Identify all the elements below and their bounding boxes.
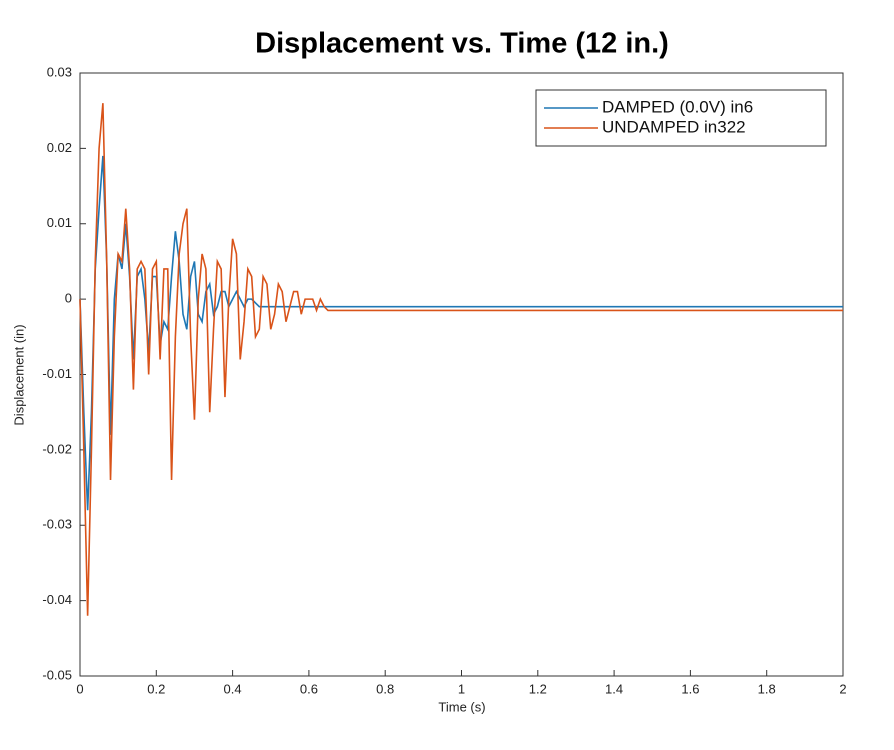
y-tick-label: -0.04 [42, 592, 72, 607]
legend-box [535, 89, 827, 147]
y-tick-label: 0.02 [47, 140, 72, 155]
x-tick-label: 0.2 [147, 681, 165, 696]
x-tick-label: 0 [76, 681, 83, 696]
x-tick-label: 2 [839, 681, 846, 696]
y-tick-label: 0.01 [47, 215, 72, 230]
y-axis-label: Displacement (in) [11, 324, 26, 425]
x-tick-label: 0.8 [376, 681, 394, 696]
y-tick-label: -0.01 [42, 366, 72, 381]
data-line [79, 103, 843, 616]
y-tick-label: 0.03 [47, 64, 72, 79]
x-tick-label: 0.4 [224, 681, 242, 696]
y-tick-label: -0.05 [42, 667, 72, 682]
x-tick-label: 0.6 [300, 681, 318, 696]
x-tick-label: 1.6 [681, 681, 699, 696]
chart-title: Displacement vs. Time (12 in.) [255, 28, 669, 60]
x-tick-label: 1.4 [605, 681, 623, 696]
x-tick-label: 1.2 [529, 681, 547, 696]
y-tick-label: -0.03 [42, 517, 72, 532]
y-tick-label: -0.02 [42, 441, 72, 456]
plot-frame [79, 72, 844, 677]
x-axis-label: Time (s) [438, 699, 485, 714]
x-tick-label: 1.8 [758, 681, 776, 696]
legend-label: UNDAMPED in322 [602, 117, 746, 136]
y-tick-label: 0 [65, 291, 72, 306]
legend-label: DAMPED (0.0V) in6 [602, 97, 753, 116]
data-line [79, 155, 843, 511]
x-tick-label: 1 [458, 681, 465, 696]
